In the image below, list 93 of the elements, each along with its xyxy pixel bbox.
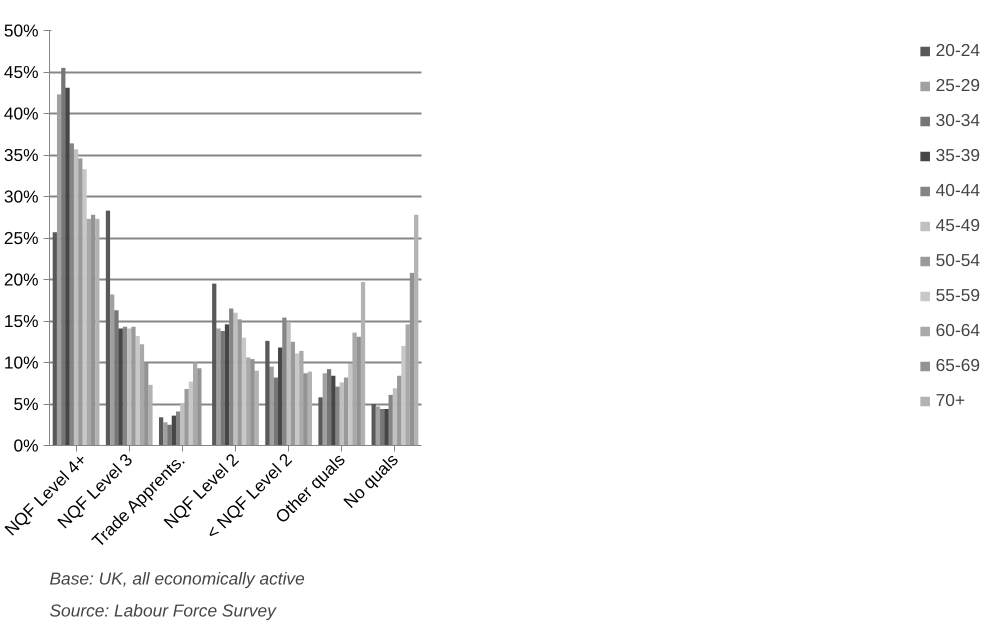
bar	[131, 326, 136, 446]
bar	[114, 310, 119, 446]
bar	[148, 384, 153, 446]
y-tick-label: 30%	[4, 186, 39, 206]
bar	[254, 370, 259, 446]
bar	[52, 232, 57, 446]
y-tick-label: 25%	[4, 228, 39, 248]
bar	[192, 362, 198, 446]
bar	[265, 340, 270, 446]
bar	[61, 68, 66, 446]
legend-label: 20-24	[936, 40, 980, 61]
bar	[136, 336, 140, 446]
bar	[414, 214, 418, 446]
bar	[95, 218, 100, 446]
bar	[286, 322, 291, 446]
bar	[326, 369, 332, 446]
bar	[224, 324, 230, 446]
bar	[290, 342, 296, 446]
bar	[197, 368, 202, 446]
legend-label: 65-69	[936, 355, 980, 376]
bar	[172, 416, 176, 446]
bar	[270, 366, 274, 446]
y-tick-label: 5%	[13, 394, 38, 414]
bar	[406, 324, 410, 446]
bar	[250, 359, 255, 446]
bar	[322, 373, 327, 446]
bar	[220, 330, 225, 446]
bar	[360, 282, 366, 446]
bar	[274, 377, 278, 446]
bar	[401, 346, 406, 446]
legend-label: 55-59	[936, 285, 980, 306]
bar	[110, 294, 114, 446]
bar	[212, 284, 216, 446]
bar	[380, 408, 384, 446]
bar	[233, 312, 238, 446]
bar	[106, 210, 110, 446]
bar	[376, 406, 380, 446]
legend-label: 40-44	[936, 180, 980, 201]
bar	[238, 319, 242, 446]
source-note: Source: Labour Force Survey	[50, 600, 278, 620]
legend-label: 35-39	[936, 145, 980, 166]
bar	[158, 417, 164, 446]
legend-label: 25-29	[936, 75, 980, 96]
bar	[318, 397, 323, 446]
legend-label: 60-64	[936, 320, 980, 341]
bar	[56, 94, 62, 446]
y-tick-label: 10%	[4, 352, 39, 372]
y-tick-label: 0%	[13, 436, 38, 456]
legend-label: 30-34	[936, 110, 980, 131]
bar	[397, 376, 402, 446]
legend-label: 45-49	[936, 215, 980, 236]
bar	[216, 328, 221, 446]
bar	[86, 218, 91, 446]
legend-label: 70+	[936, 390, 966, 411]
bar	[331, 376, 336, 446]
bar	[65, 88, 70, 446]
bar	[82, 169, 87, 446]
bar	[295, 353, 300, 446]
bar	[118, 328, 123, 446]
bar	[246, 358, 250, 446]
bar	[304, 373, 308, 446]
bar	[410, 272, 414, 446]
bar	[344, 377, 348, 446]
bar	[184, 389, 189, 446]
bar	[78, 158, 82, 446]
bar	[352, 332, 357, 446]
bar	[348, 363, 352, 446]
bar	[127, 328, 132, 446]
y-tick-label: 40%	[4, 104, 39, 124]
bar	[90, 214, 96, 446]
bar	[299, 350, 304, 446]
bar	[278, 348, 282, 446]
bar	[74, 149, 78, 446]
y-tick-label: 20%	[4, 270, 39, 290]
y-tick-label: 50%	[4, 20, 39, 40]
bar	[140, 344, 144, 446]
legend-label: 50-54	[936, 250, 980, 271]
bar	[144, 362, 148, 446]
bar	[242, 338, 246, 446]
bar	[163, 422, 168, 446]
bar	[340, 382, 344, 446]
bar	[188, 382, 193, 446]
y-tick-label: 15%	[4, 311, 39, 331]
bar	[384, 408, 389, 446]
bar	[180, 404, 184, 446]
bar	[167, 424, 172, 446]
bar	[356, 336, 361, 446]
bar	[392, 388, 398, 446]
bar	[308, 372, 312, 446]
bar	[372, 404, 376, 446]
text: Base: UK, all economically active	[50, 568, 305, 588]
y-tick-label: 45%	[4, 62, 39, 82]
y-tick-label: 35%	[4, 145, 39, 165]
